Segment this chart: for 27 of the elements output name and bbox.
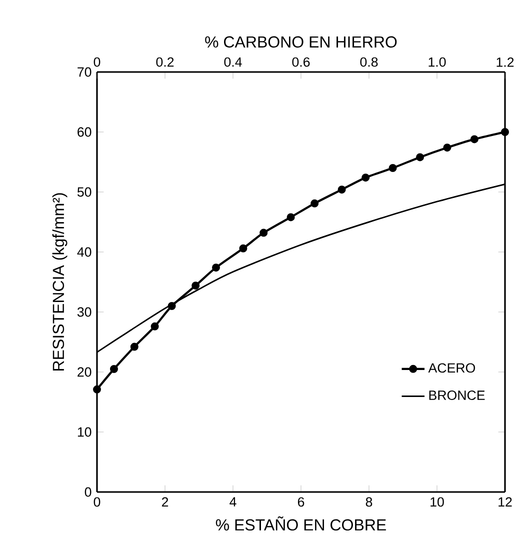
legend-label: ACERO bbox=[428, 363, 476, 373]
x-tick-label: 2 bbox=[162, 497, 168, 507]
y-tick-label: 20 bbox=[78, 367, 92, 377]
x2-tick-label: 0.2 bbox=[156, 57, 174, 67]
x2-tick-label: 1.2 bbox=[496, 57, 514, 67]
x-tick-label: 8 bbox=[366, 497, 372, 507]
y-tick-label: 70 bbox=[78, 67, 92, 77]
x2-tick-label: 0.6 bbox=[292, 57, 310, 67]
x-tick-label: 0 bbox=[94, 497, 100, 507]
x-tick-label: 4 bbox=[230, 497, 236, 506]
x-tick-label: 6 bbox=[298, 497, 304, 507]
y-tick-label: 50 bbox=[77, 187, 92, 197]
y-tick-label: 40 bbox=[77, 247, 92, 257]
y-tick-label: 0 bbox=[84, 487, 92, 497]
x2-tick-label: 1.0 bbox=[428, 57, 446, 67]
x-axis-title: % ESTAÑO EN COBRE bbox=[216, 516, 386, 531]
x-tick-label: 10 bbox=[430, 497, 444, 507]
x2-tick-label: 0.4 bbox=[224, 57, 242, 67]
x2-tick-label: 0.8 bbox=[360, 57, 378, 67]
x2-tick-label: 0 bbox=[94, 57, 100, 67]
legend-label: BRONCE bbox=[429, 390, 485, 400]
y-tick-label: 30 bbox=[77, 307, 92, 317]
y-tick-label: 10 bbox=[78, 427, 92, 437]
x2-axis-title: % CARBONO EN HIERRO bbox=[205, 36, 397, 48]
y-axis-title: RESISTENCIA (kgf/mm²) bbox=[52, 193, 68, 370]
y-tick-label: 60 bbox=[78, 127, 92, 137]
x-tick-label: 12 bbox=[498, 497, 512, 507]
